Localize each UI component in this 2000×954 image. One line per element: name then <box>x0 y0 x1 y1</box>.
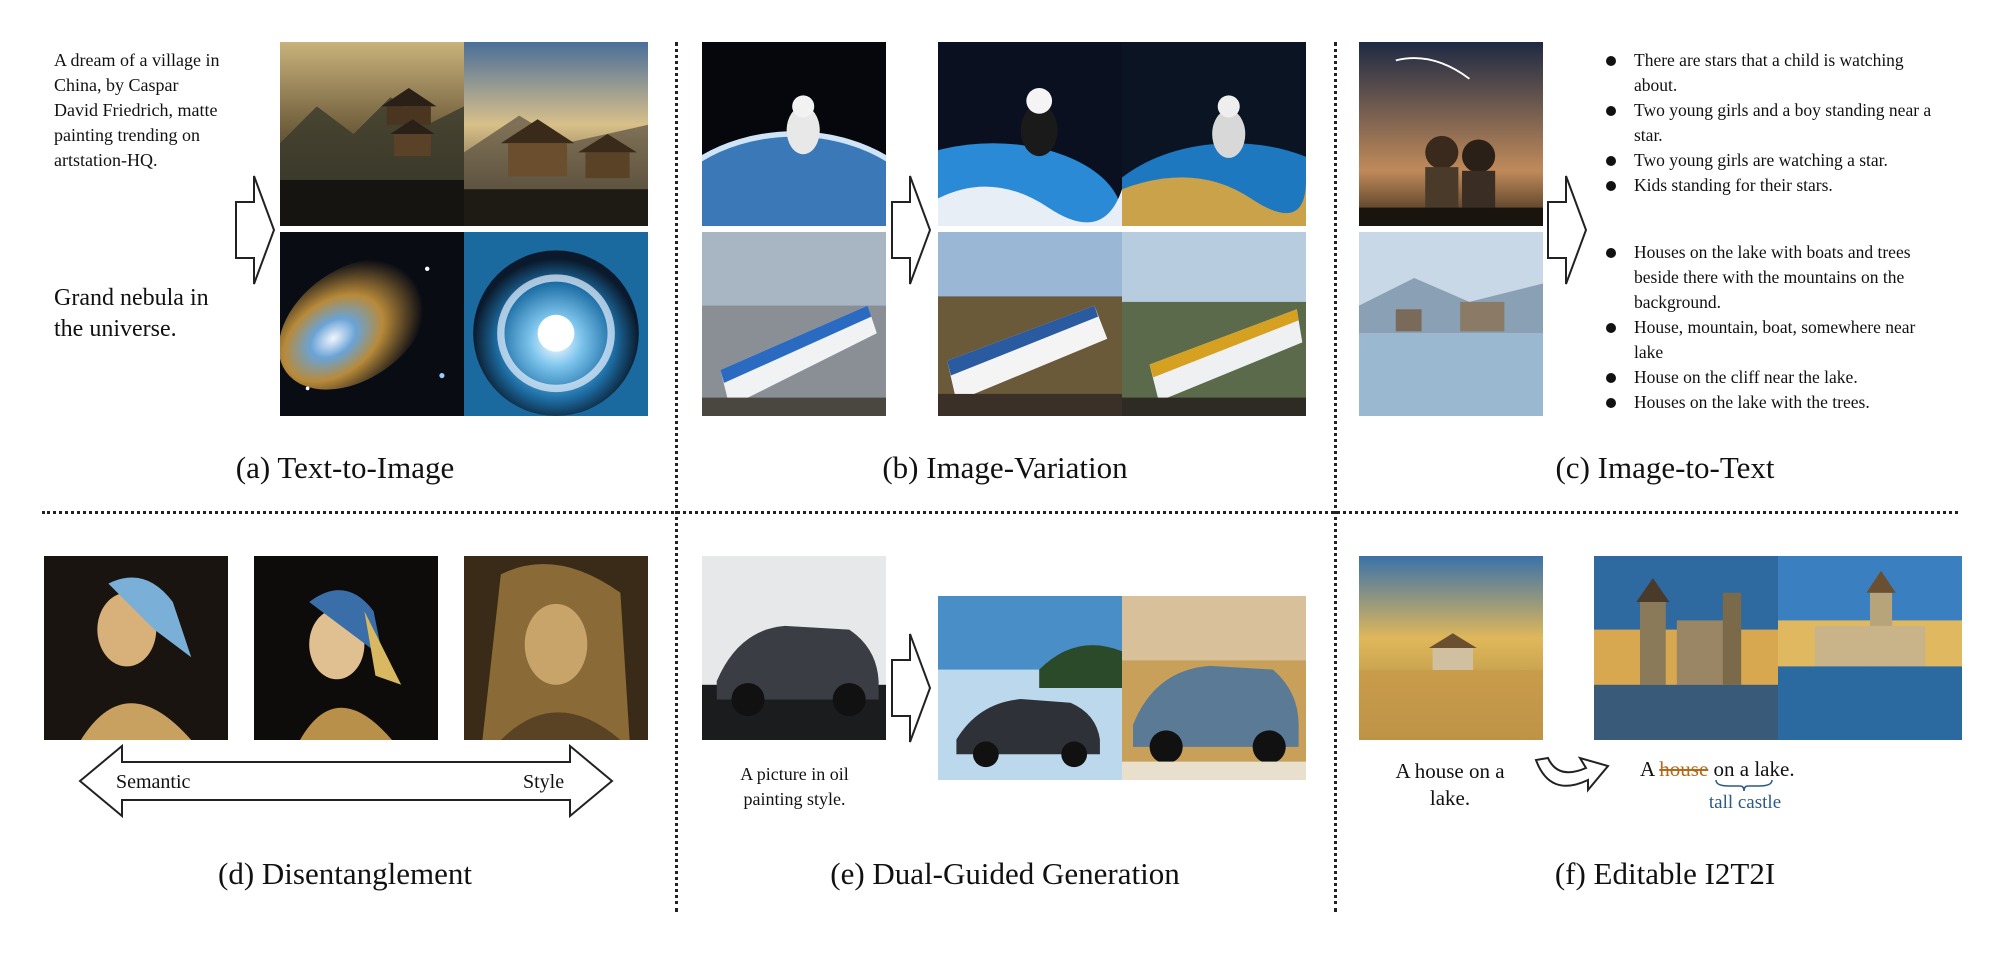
double-arrow-icon <box>78 743 614 819</box>
arrow-icon <box>890 632 932 744</box>
edit-removed-word: house <box>1659 757 1709 781</box>
village-image-2 <box>464 42 648 226</box>
curved-arrow-icon <box>1530 740 1612 802</box>
edit-replacement: tall castle <box>1708 792 1782 813</box>
train-variation-1 <box>938 232 1122 416</box>
list-item: Two young girls are watching a star. <box>1606 148 1946 173</box>
arrow-icon <box>234 174 276 286</box>
semantic-label: Semantic <box>116 771 191 793</box>
list-item: Two young girls and a boy standing near … <box>1606 98 1946 148</box>
arrow-icon <box>1546 174 1588 286</box>
list-item: House, mountain, boat, somewhere near la… <box>1606 315 1946 365</box>
style-label: Style <box>523 771 565 793</box>
suv-source-image <box>702 556 886 740</box>
list-item: Houses on the lake with boats and trees … <box>1606 240 1946 315</box>
caption-editable-i2t2i: (f) Editable I2T2I <box>1554 856 1776 891</box>
lake-houses-image <box>1359 232 1543 416</box>
arrow-icon <box>890 174 932 286</box>
prompt-nebula: Grand nebula in the universe. <box>54 285 209 342</box>
house-lake-image <box>1359 556 1543 740</box>
astronaut-variation-2 <box>1122 42 1306 226</box>
lake-caption-list: Houses on the lake with boats and trees … <box>1606 240 1946 415</box>
caption-dual-guided-generation: (e) Dual-Guided Generation <box>830 856 1180 891</box>
prompt-oil-painting: A picture in oil painting style. <box>740 764 849 809</box>
list-item: Houses on the lake with the trees. <box>1606 390 1946 415</box>
kids-caption-list: There are stars that a child is watching… <box>1606 48 1946 198</box>
source-caption: A house on a lake. <box>1395 759 1505 810</box>
suv-oil-painting-2 <box>1122 596 1306 780</box>
portrait-semantic-image <box>44 556 228 740</box>
astronaut-variation-1 <box>938 42 1122 226</box>
portrait-pearl-earring-image <box>254 556 438 740</box>
nebula-image-2 <box>464 232 648 416</box>
list-item: Kids standing for their stars. <box>1606 173 1946 198</box>
divider-vertical-right <box>1334 42 1337 912</box>
edited-caption: A house on a lake. <box>1640 756 1860 783</box>
portrait-style-image <box>464 556 648 740</box>
list-item: House on the cliff near the lake. <box>1606 365 1946 390</box>
divider-vertical-left <box>675 42 678 912</box>
edit-suffix: on a lake. <box>1713 757 1795 781</box>
edit-prefix: A <box>1640 757 1655 781</box>
caption-disentanglement: (d) Disentanglement <box>218 856 472 891</box>
castle-lake-image-2 <box>1778 556 1962 740</box>
train-source-image <box>702 232 886 416</box>
caption-image-to-text: (c) Image-to-Text <box>1555 450 1775 485</box>
village-image-1 <box>280 42 464 226</box>
suv-oil-painting-1 <box>938 596 1122 780</box>
castle-lake-image-1 <box>1594 556 1778 740</box>
edit-brace-icon <box>1714 778 1774 792</box>
list-item: There are stars that a child is watching… <box>1606 48 1946 98</box>
prompt-village: A dream of a village in China, by Caspar… <box>54 50 220 170</box>
nebula-image-1 <box>280 232 464 416</box>
divider-horizontal <box>42 511 1958 514</box>
astronaut-source-image <box>702 42 886 226</box>
caption-image-variation: (b) Image-Variation <box>882 450 1128 485</box>
caption-text-to-image: (a) Text-to-Image <box>235 450 455 485</box>
train-variation-2 <box>1122 232 1306 416</box>
kids-stars-image <box>1359 42 1543 226</box>
